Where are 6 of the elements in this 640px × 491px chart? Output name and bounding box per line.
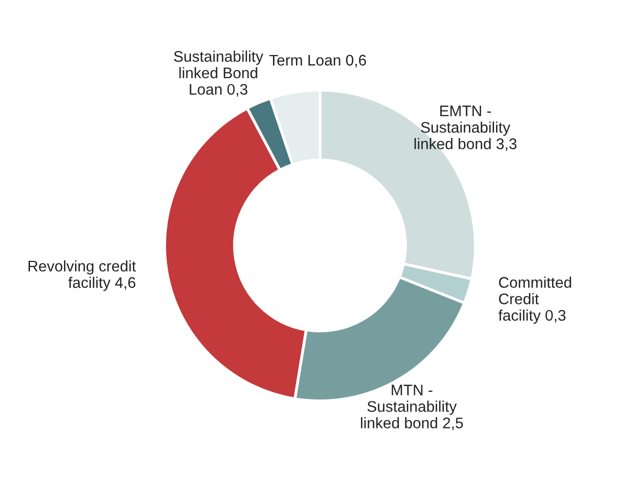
slice-label: Revolving credit facility 4,6 [28, 260, 136, 292]
slice-label: Committed Credit facility 0,3 [498, 276, 572, 324]
slice-label: Sustainability linked Bond Loan 0,3 [174, 50, 264, 97]
slice-label: Term Loan 0,6 [269, 54, 366, 68]
slice-label: EMTN - Sustainability linked bond 3,3 [414, 106, 516, 152]
slice-label: MTN - Sustainability linked bond 2,5 [360, 384, 463, 430]
